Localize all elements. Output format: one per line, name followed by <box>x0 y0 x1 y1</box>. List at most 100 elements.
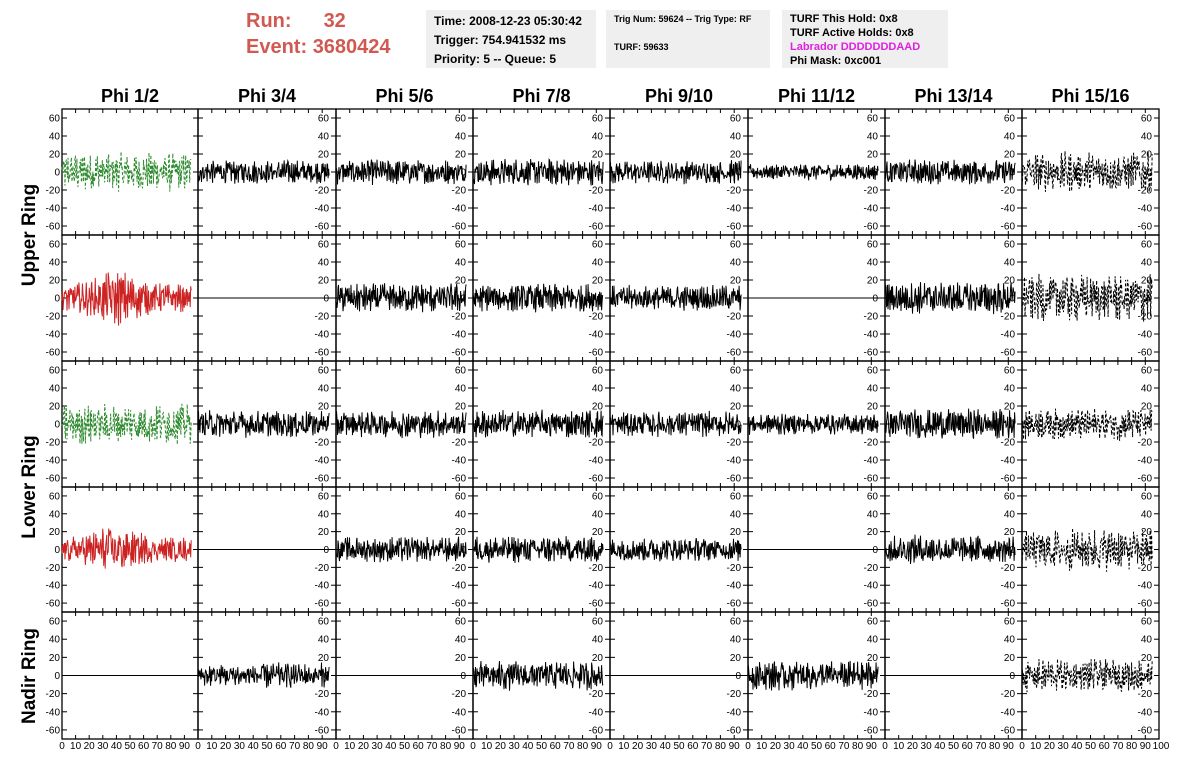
x-tick-label: 70 <box>838 741 850 752</box>
y-tick-label: -60 <box>1001 474 1016 485</box>
y-tick-label: -20 <box>1138 438 1153 449</box>
panel-1-0: -60 -40 -20 0 20 40 60 <box>46 234 199 362</box>
x-tick-label: 0 <box>1019 741 1025 752</box>
run-value: 32 <box>323 10 346 32</box>
y-tick-label: 0 <box>323 294 329 305</box>
run-label: Run: <box>246 10 292 32</box>
y-tick-label: 20 <box>730 527 742 538</box>
waveform-trace <box>609 538 742 562</box>
y-tick-label: -40 <box>589 204 604 215</box>
y-tick-label: -40 <box>1001 581 1016 592</box>
waveform-trace <box>747 413 879 435</box>
y-tick-label: 40 <box>592 509 604 520</box>
y-tick-label: -20 <box>1138 186 1153 197</box>
y-tick-label: -60 <box>452 348 467 359</box>
y-tick-label: 60 <box>730 491 742 502</box>
y-tick-label: -40 <box>589 581 604 592</box>
y-tick-label: -20 <box>315 563 330 574</box>
y-tick-label: -20 <box>864 563 879 574</box>
y-tick-label: -20 <box>46 563 61 574</box>
y-tick-label: -60 <box>727 222 742 233</box>
phi-mask-text: Phi Mask: 0xc001 <box>790 55 882 67</box>
x-tick-label: 10 <box>344 741 356 752</box>
y-tick-label: 60 <box>592 491 604 502</box>
waveform-trace <box>472 158 604 186</box>
panel-4-4: -60 -40 -20 0 20 40 60 <box>609 611 749 740</box>
y-tick-label: -40 <box>727 456 742 467</box>
y-tick-label: 40 <box>1004 132 1016 143</box>
y-tick-label: -40 <box>864 330 879 341</box>
y-tick-label: -20 <box>589 312 604 323</box>
x-tick-label: 20 <box>1044 741 1056 752</box>
y-tick-label: -60 <box>452 474 467 485</box>
y-tick-label: 20 <box>49 653 61 664</box>
y-tick-label: -60 <box>315 348 330 359</box>
y-tick-label: -20 <box>1001 312 1016 323</box>
panel-3-1: -60 -40 -20 0 20 40 60 <box>197 486 337 613</box>
y-tick-label: 60 <box>455 366 467 377</box>
y-tick-label: -40 <box>315 581 330 592</box>
phi-header-5: Phi 9/10 <box>644 86 714 106</box>
y-tick-label: 40 <box>49 132 61 143</box>
x-tick-label: 80 <box>852 741 864 752</box>
y-tick-label: -20 <box>864 186 879 197</box>
y-tick-label: -20 <box>1001 689 1016 700</box>
y-tick-label: 0 <box>54 294 60 305</box>
y-tick-label: -20 <box>1138 563 1153 574</box>
x-tick-label: 30 <box>646 741 658 752</box>
event-label: Event: <box>246 36 308 58</box>
x-tick-label: 50 <box>673 741 685 752</box>
y-tick-label: -20 <box>452 563 467 574</box>
y-tick-label: -20 <box>1001 186 1016 197</box>
y-tick-label: 40 <box>1141 258 1153 269</box>
x-tick-label: 40 <box>934 741 946 752</box>
x-tick-label: 30 <box>784 741 796 752</box>
y-tick-label: -40 <box>864 707 879 718</box>
x-tick-label: 50 <box>124 741 136 752</box>
y-tick-label: -60 <box>46 348 61 359</box>
waveform-trace <box>197 662 330 688</box>
x-tick-label: 0 <box>882 741 888 752</box>
y-tick-label: -60 <box>315 474 330 485</box>
y-tick-label: 40 <box>455 635 467 646</box>
x-tick-label: 70 <box>563 741 575 752</box>
y-tick-label: 20 <box>455 653 467 664</box>
x-tick-label: 30 <box>509 741 521 752</box>
panel-4-3: -60 -40 -20 0 20 40 60 <box>472 611 611 740</box>
y-tick-label: -20 <box>727 689 742 700</box>
y-tick-label: 20 <box>1141 402 1153 413</box>
y-tick-label: -40 <box>1001 456 1016 467</box>
x-tick-label: 50 <box>948 741 960 752</box>
trig-info-box: Trig Num: 59624 -- Trig Type: RF TURF: 5… <box>606 10 770 68</box>
y-tick-label: 20 <box>455 527 467 538</box>
y-tick-label: -60 <box>1138 222 1153 233</box>
y-tick-label: 0 <box>1146 545 1152 556</box>
y-tick-label: -20 <box>46 312 61 323</box>
y-tick-label: 60 <box>867 240 879 251</box>
y-tick-label: -60 <box>452 599 467 610</box>
y-tick-label: -20 <box>1001 438 1016 449</box>
panel-2-0: -60 -40 -20 0 20 40 60 <box>46 360 199 488</box>
x-tick-label: 90 <box>454 741 466 752</box>
waveform-trace <box>197 410 330 438</box>
run-event-box: Run: 32 Event: 3680424 <box>246 8 416 68</box>
x-tick-label: 0 <box>195 741 201 752</box>
y-tick-label: 20 <box>867 150 879 161</box>
y-tick-label: -40 <box>1138 581 1153 592</box>
y-tick-label: -40 <box>315 330 330 341</box>
x-tick-label: 70 <box>701 741 713 752</box>
y-tick-label: 60 <box>1004 366 1016 377</box>
y-tick-label: 60 <box>1004 617 1016 628</box>
y-tick-label: -20 <box>1138 312 1153 323</box>
y-tick-label: 40 <box>1141 384 1153 395</box>
y-tick-label: 60 <box>730 366 742 377</box>
waveform-trace <box>335 283 467 313</box>
y-tick-label: 0 <box>1009 671 1015 682</box>
